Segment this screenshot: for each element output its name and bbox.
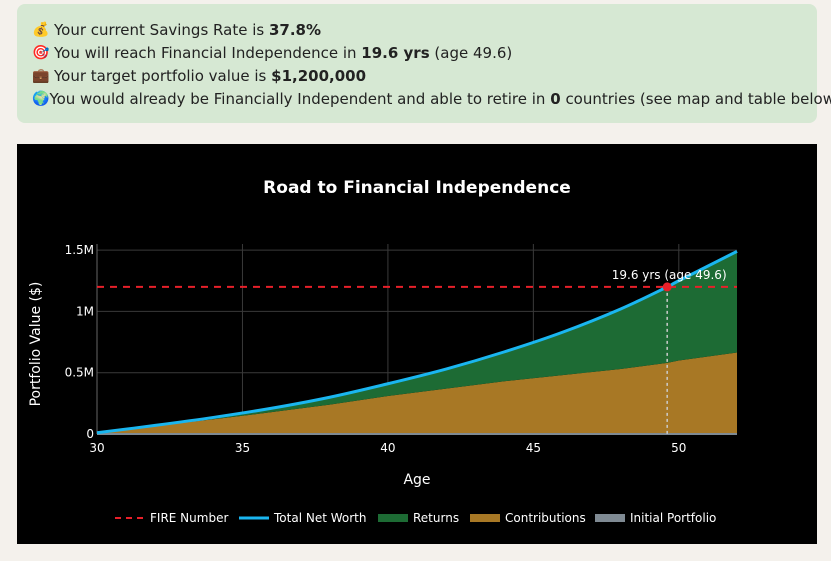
legend-swatch — [378, 514, 408, 522]
x-tick-label: 50 — [671, 441, 686, 455]
fi-time-value: 19.6 yrs — [361, 44, 430, 62]
area-layer — [97, 251, 737, 435]
legend-item-initial-portfolio[interactable]: Initial Portfolio — [595, 511, 716, 525]
countries-suffix: countries (see map and table below) — [565, 90, 831, 108]
target-portfolio-prefix: Your target portfolio value is — [54, 67, 267, 85]
x-tick-label: 40 — [380, 441, 395, 455]
legend-label: Initial Portfolio — [630, 511, 716, 525]
legend[interactable]: FIRE Number Total Net Worth Returns Contrib… — [115, 511, 716, 525]
returns-area — [97, 251, 737, 433]
y-axis-label: Portfolio Value ($) — [28, 282, 44, 407]
countries-value: 0 — [550, 90, 561, 108]
legend-item-contributions[interactable]: Contributions — [470, 511, 586, 525]
chart-title: Road to Financial Independence — [263, 178, 571, 198]
savings-rate-line: 💰 Your current Savings Rate is 37.8% — [32, 19, 817, 42]
y-tick-label: 1.5M — [65, 243, 94, 257]
contributions-area — [97, 352, 737, 434]
y-tick-label: 0 — [86, 427, 94, 441]
results-summary-panel: 💰 Your current Savings Rate is 37.8% 🎯 Y… — [17, 4, 831, 123]
briefcase-icon: 💼 — [32, 68, 50, 84]
target-portfolio-value: $1,200,000 — [271, 67, 367, 85]
savings-rate-value: 37.8% — [268, 21, 322, 39]
x-axis-label: Age — [403, 472, 430, 488]
tick-layer: 30 35 40 45 50 0 0.5M 1M 1.5M — [65, 243, 687, 455]
legend-swatch — [595, 514, 625, 522]
annotation-layer: 19.6 yrs (age 49.6) — [612, 268, 727, 434]
legend-label: FIRE Number — [150, 511, 228, 525]
legend-item-fire-number[interactable]: FIRE Number — [115, 511, 228, 525]
fi-annotation-label: 19.6 yrs (age 49.6) — [612, 268, 727, 282]
fi-time-prefix: You will reach Financial Independence in — [54, 44, 357, 62]
legend-item-total-net-worth[interactable]: Total Net Worth — [239, 511, 366, 525]
fi-time-line: 🎯 You will reach Financial Independence … — [32, 42, 817, 65]
x-tick-label: 45 — [526, 441, 541, 455]
target-icon: 🎯 — [32, 45, 50, 61]
legend-label: Contributions — [505, 511, 586, 525]
fi-point-marker[interactable] — [662, 282, 672, 292]
y-tick-label: 1M — [76, 304, 94, 318]
fi-age-text: (age 49.6) — [434, 44, 513, 62]
legend-item-returns[interactable]: Returns — [378, 511, 459, 525]
legend-label: Returns — [413, 511, 459, 525]
legend-swatch — [470, 514, 500, 522]
legend-label: Total Net Worth — [273, 511, 366, 525]
globe-icon: 🌍 — [32, 91, 50, 107]
countries-prefix: You would already be Financially Indepen… — [49, 90, 546, 108]
money-bag-icon: 💰 — [32, 22, 50, 38]
chart-svg[interactable]: Road to Financial Independence Age Portf… — [17, 144, 817, 544]
x-tick-label: 35 — [235, 441, 250, 455]
x-tick-label: 30 — [89, 441, 104, 455]
target-portfolio-line: 💼 Your target portfolio value is $1,200,… — [32, 65, 817, 88]
y-tick-label: 0.5M — [65, 366, 94, 380]
fire-chart[interactable]: Road to Financial Independence Age Portf… — [17, 144, 817, 544]
countries-line: 🌍 You would already be Financially Indep… — [32, 88, 831, 111]
savings-rate-prefix: Your current Savings Rate is — [54, 21, 265, 39]
